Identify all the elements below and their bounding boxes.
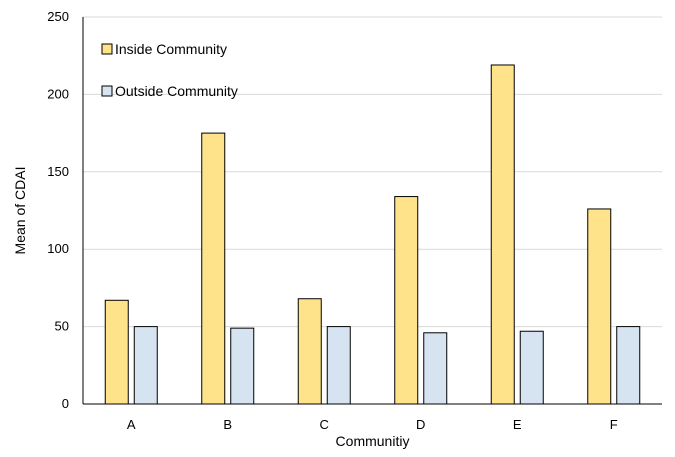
x-tick-label: C [320, 417, 329, 432]
x-axis-title: Communitiy [336, 433, 410, 449]
bar-inside-e [490, 64, 515, 405]
x-tick-label: B [223, 417, 232, 432]
bar-inside-f [587, 208, 612, 405]
bars [104, 64, 641, 405]
x-tick-label: A [127, 417, 136, 432]
x-tick-label: D [416, 417, 425, 432]
x-tick-labels: A B C D E F [127, 417, 618, 432]
legend-swatch [101, 85, 113, 97]
y-tick-label: 100 [47, 241, 69, 256]
bar-inside-d [394, 196, 419, 405]
y-tick-label: 50 [55, 319, 69, 334]
bar-outside-b [230, 327, 255, 405]
y-axis-title: Mean of CDAI [12, 167, 28, 255]
gridlines [83, 16, 662, 328]
legend-label: Inside Community [115, 41, 227, 57]
legend-swatch [101, 43, 113, 55]
bar-inside-b [201, 132, 226, 405]
bar-outside-d [423, 332, 448, 405]
x-tick-label: F [610, 417, 618, 432]
y-tick-label: 0 [62, 396, 69, 411]
axes [82, 17, 662, 405]
bar-outside-c [326, 326, 351, 405]
legend-label: Outside Community [115, 83, 238, 99]
legend: Inside Community Outside Community [101, 41, 238, 99]
x-tick-label: E [513, 417, 522, 432]
bar-outside-e [519, 330, 544, 405]
bar-inside-c [297, 298, 322, 405]
y-tick-labels: 0 50 100 150 200 250 [47, 9, 69, 411]
y-tick-label: 250 [47, 9, 69, 24]
bar-outside-a [133, 326, 158, 405]
y-tick-label: 150 [47, 164, 69, 179]
y-tick-label: 200 [47, 86, 69, 101]
bar-inside-a [104, 299, 129, 405]
bar-outside-f [616, 326, 641, 405]
